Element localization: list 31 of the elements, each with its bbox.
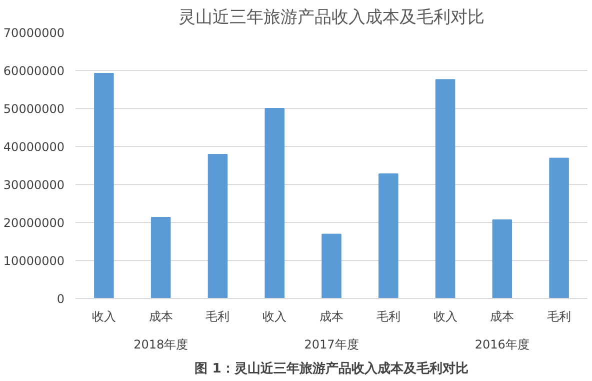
x-tick-label: 收入 [262,310,287,324]
x-tick-label: 收入 [433,310,458,324]
bar [150,217,171,298]
y-tick-label: 30000000 [3,178,64,192]
y-tick-label: 20000000 [3,216,64,230]
x-tick-label: 毛利 [206,310,230,324]
bar [208,154,228,298]
x-tick-label: 成本 [148,310,173,324]
bar [492,219,512,298]
y-tick-label: 40000000 [3,140,64,154]
x-tick-label: 毛利 [547,310,572,324]
y-tick-label: 10000000 [3,254,64,268]
bar [435,79,456,298]
text: 2017年度 [304,338,359,352]
bar [322,234,342,298]
text: 2018年度 [134,338,188,352]
x-tick-label: 成本 [490,310,514,324]
bar [378,173,398,298]
x-tick-label: 收入 [92,310,116,324]
x-tick-label: 成本 [320,310,344,324]
y-tick-label: 70000000 [3,26,64,40]
x-tick-label: 毛利 [376,310,400,324]
text: 2016年度 [474,338,530,352]
chart-title: 灵山近三年旅游产品收入成本及毛利对比 [178,8,484,28]
bar [549,158,569,298]
y-tick-label: 0 [56,292,65,306]
y-tick-label: 50000000 [3,102,64,116]
caption: 图 1：灵山近三年旅游产品收入成本及毛利对比 [194,360,468,376]
bar [94,73,114,298]
bar [264,108,284,298]
y-tick-label: 60000000 [3,64,64,78]
